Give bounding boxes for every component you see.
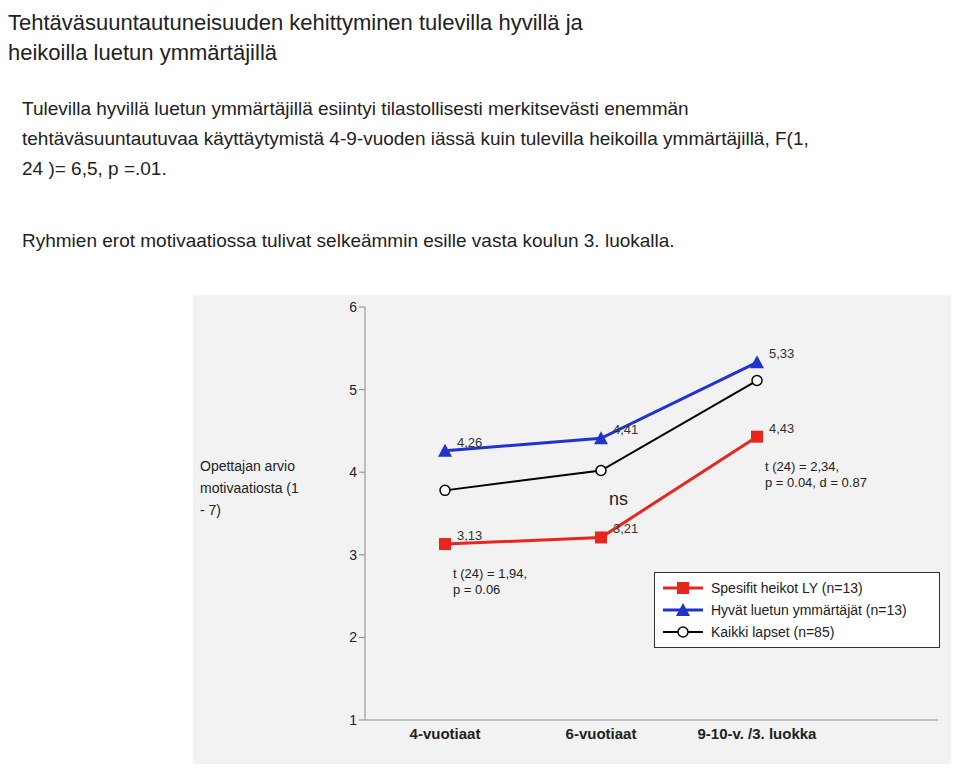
html-text:Hyvät luetun ymmärtäjät (n=13): Hyvät luetun ymmärtäjät (n=13) — [711, 602, 907, 618]
svg-text:4,43: 4,43 — [769, 421, 794, 436]
svg-text:4,41: 4,41 — [613, 422, 638, 437]
svg-text:9-10-v. /3. luokka: 9-10-v. /3. luokka — [698, 725, 818, 742]
html-text:Ryhmien erot motivaatiossa tul: Ryhmien erot motivaatiossa tulivat selke… — [22, 230, 675, 251]
svg-text:3,21: 3,21 — [613, 521, 638, 536]
svg-text:5,33: 5,33 — [769, 346, 794, 361]
html-text:Kaikki lapset (n=85): Kaikki lapset (n=85) — [711, 624, 835, 640]
html-text:Opettajan arvio motivaatiosta: Opettajan arvio motivaatiosta (1 - 7) — [200, 458, 299, 518]
svg-text:4-vuotiaat: 4-vuotiaat — [410, 725, 481, 742]
html-text:Spesifit heikot LY (n=13): Spesifit heikot LY (n=13) — [711, 580, 863, 596]
svg-text:2: 2 — [349, 629, 357, 645]
svg-text:4,26: 4,26 — [457, 435, 482, 450]
svg-text:3,13: 3,13 — [457, 528, 482, 543]
html-text:Tehtäväsuuntautuneisuuden kehi: Tehtäväsuuntautuneisuuden kehittyminen t… — [8, 10, 583, 65]
svg-text:6: 6 — [349, 299, 357, 315]
svg-text:t (24) = 2,34,p = 0.04, d = 0.: t (24) = 2,34,p = 0.04, d = 0.87 — [765, 459, 867, 490]
html-text:Tulevilla hyvillä luetun ymmär: Tulevilla hyvillä luetun ymmärtäjillä es… — [22, 98, 809, 179]
svg-text:ns: ns — [609, 489, 628, 509]
svg-text:4: 4 — [349, 464, 357, 480]
svg-text:6-vuotiaat: 6-vuotiaat — [566, 725, 637, 742]
svg-text:t (24) = 1,94,p = 0.06: t (24) = 1,94,p = 0.06 — [453, 566, 527, 597]
svg-text:1: 1 — [349, 712, 357, 728]
svg-text:3: 3 — [349, 547, 357, 563]
svg-text:5: 5 — [349, 382, 357, 398]
